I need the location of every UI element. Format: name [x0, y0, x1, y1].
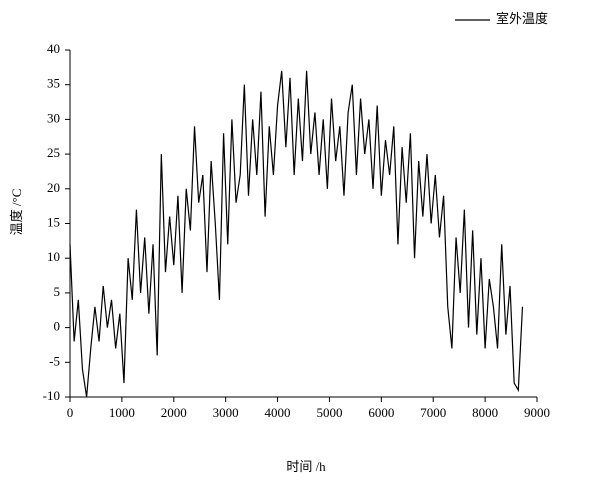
- y-tick-label: 25: [47, 145, 60, 160]
- data-line: [69, 70, 524, 398]
- x-tick-label: 2000: [161, 405, 187, 420]
- x-axis-label: 时间 /h: [286, 459, 326, 474]
- y-tick-label: 5: [54, 284, 61, 299]
- x-tick-label: 4000: [265, 405, 291, 420]
- y-tick-label: -5: [49, 353, 60, 368]
- y-tick-label: 35: [47, 76, 60, 91]
- x-tick-label: 6000: [368, 405, 394, 420]
- x-tick-label: 1000: [109, 405, 135, 420]
- y-axis-label: 温度 /°C: [9, 189, 24, 236]
- x-tick-label: 3000: [213, 405, 239, 420]
- legend-label: 室外温度: [496, 11, 548, 26]
- x-tick-label: 0: [67, 405, 74, 420]
- x-tick-label: 5000: [316, 405, 342, 420]
- x-tick-label: 7000: [420, 405, 446, 420]
- x-tick-label: 9000: [524, 405, 550, 420]
- y-tick-label: 40: [47, 41, 60, 56]
- y-tick-label: 15: [47, 214, 60, 229]
- y-tick-label: 10: [47, 249, 60, 264]
- y-tick-label: 0: [54, 319, 61, 334]
- x-tick-label: 8000: [472, 405, 498, 420]
- y-tick-label: 30: [47, 110, 60, 125]
- y-tick-label: -10: [43, 388, 60, 403]
- y-tick-label: 20: [47, 180, 60, 195]
